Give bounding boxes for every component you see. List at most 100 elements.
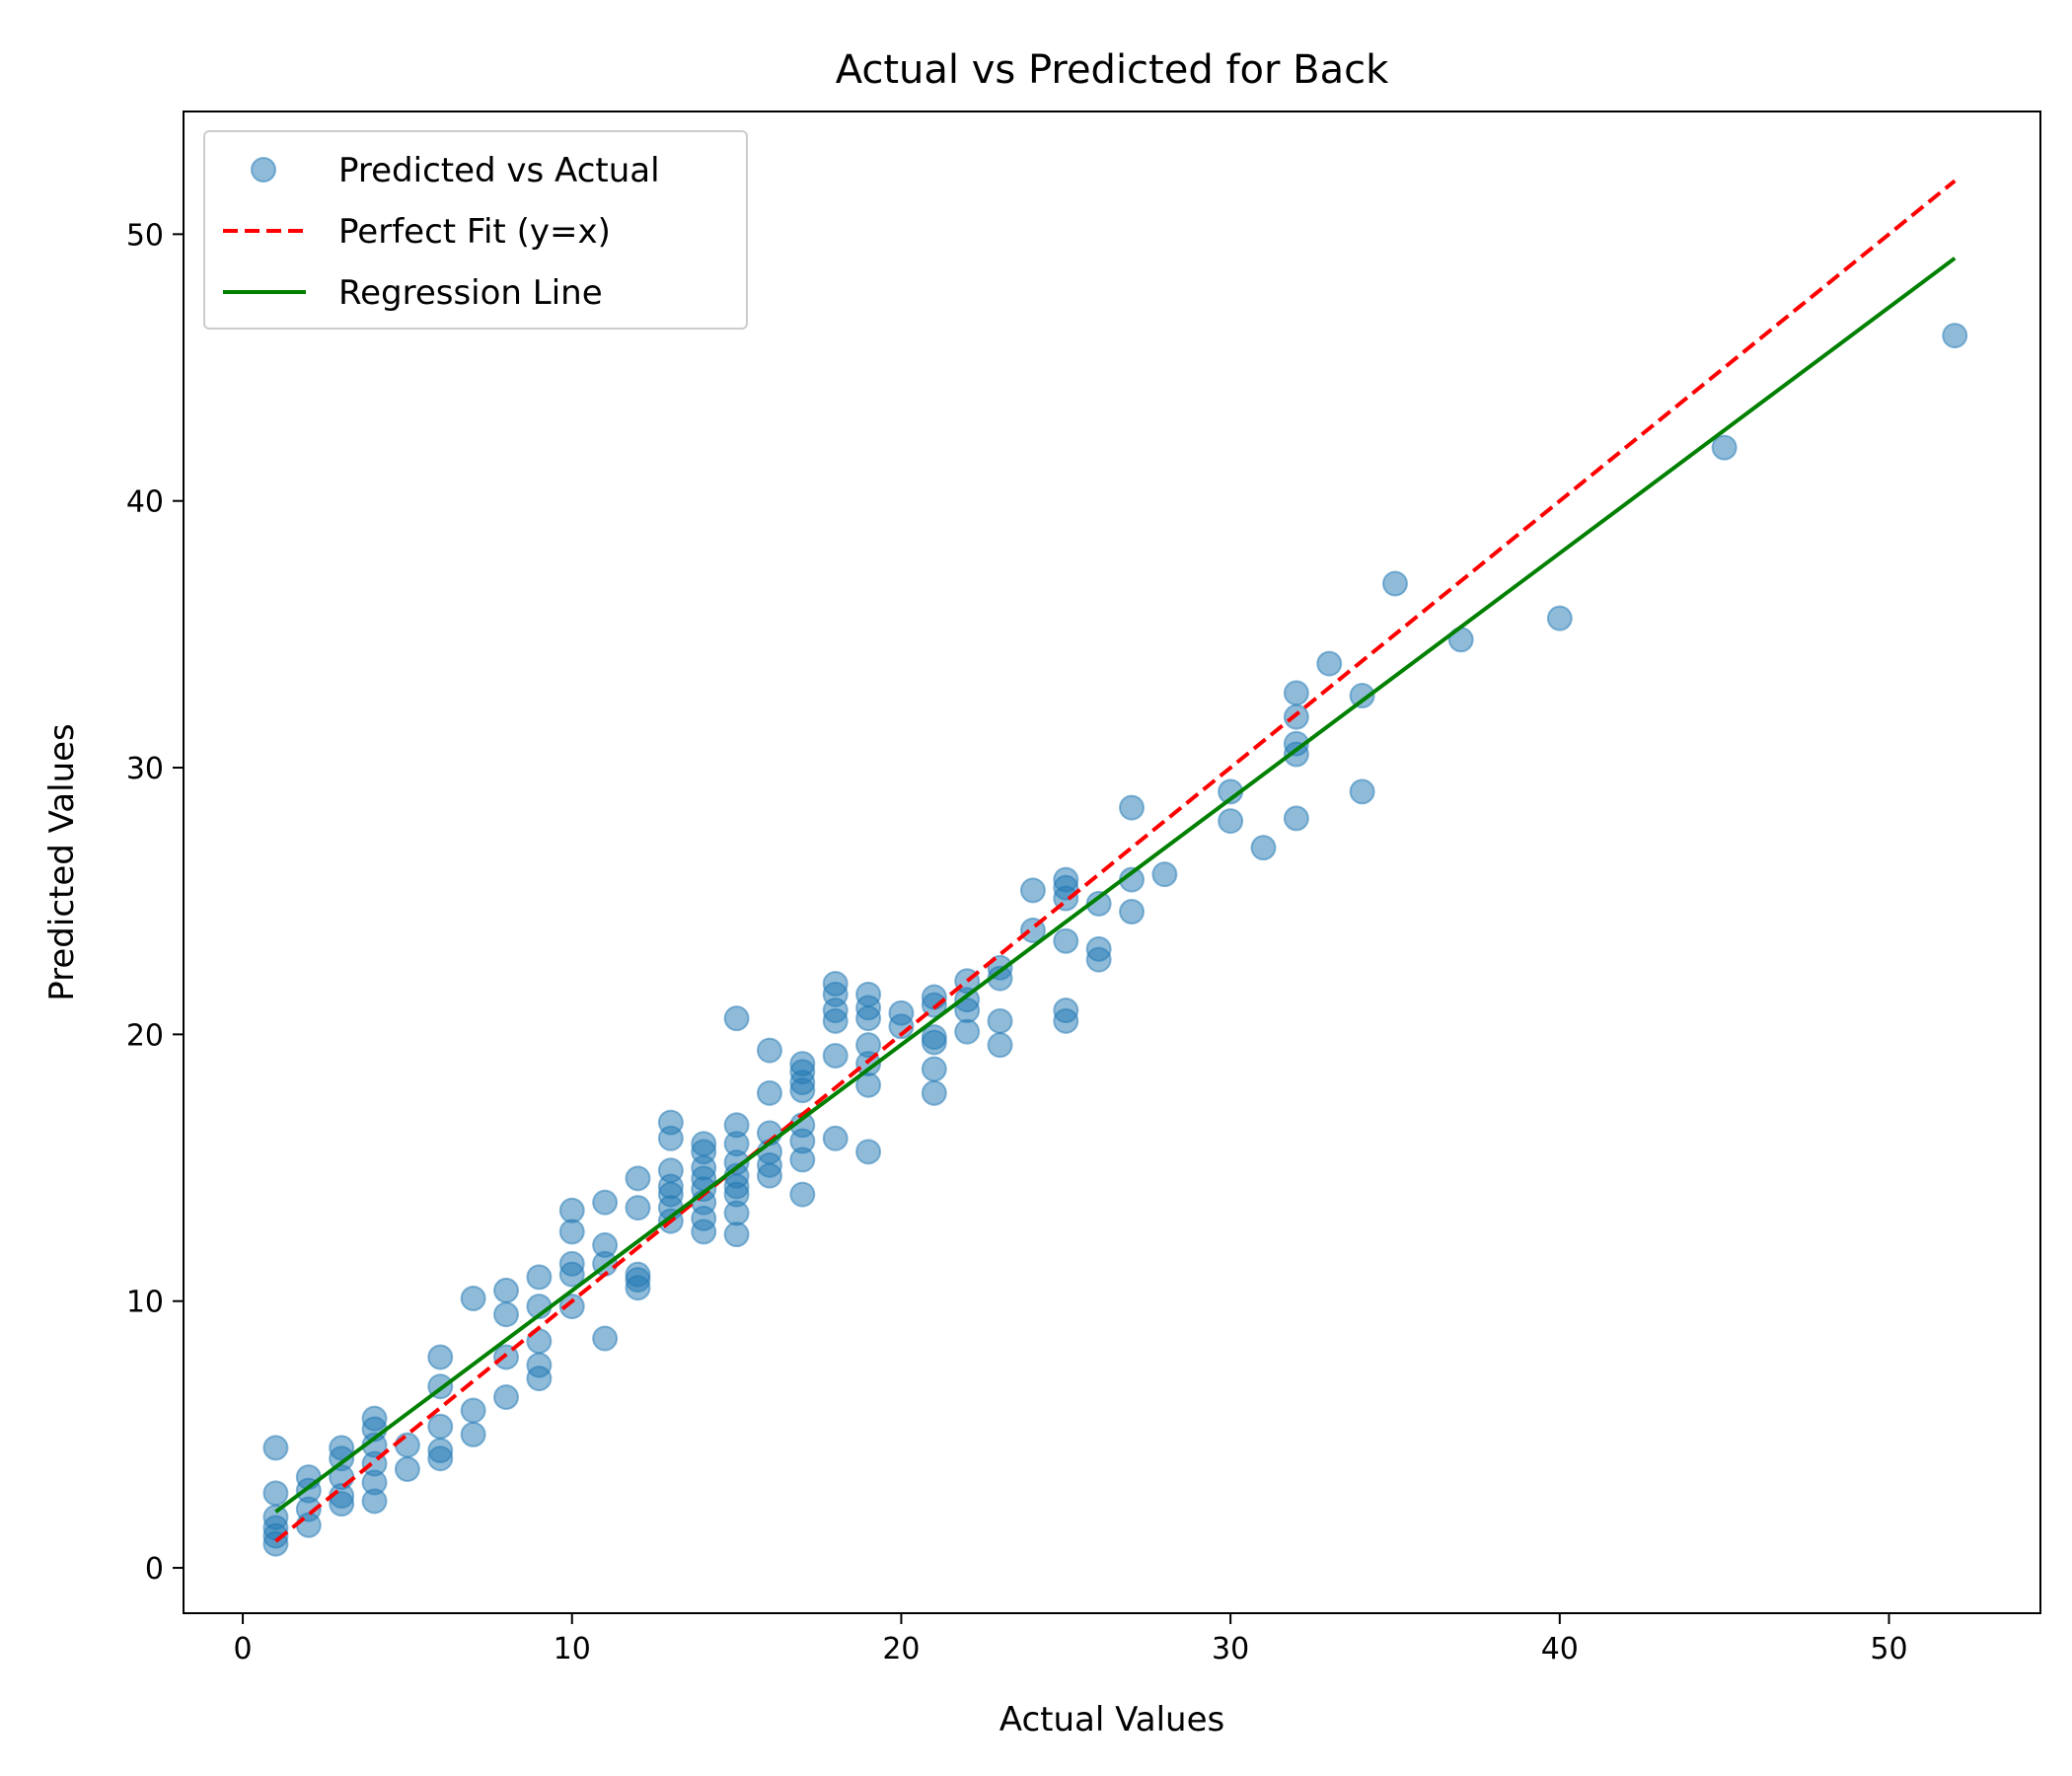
scatter-point	[789, 1181, 816, 1208]
y-tick-label: 50	[126, 218, 164, 253]
scatter-point	[756, 1079, 782, 1106]
perfect-fit-line	[274, 179, 1957, 1543]
y-axis-label: Predicted Values	[42, 723, 82, 1001]
scatter-point	[954, 1018, 981, 1045]
scatter-point	[262, 1480, 289, 1507]
scatter-point	[723, 1200, 750, 1226]
scatter-point	[460, 1286, 486, 1312]
scatter-point	[427, 1445, 454, 1472]
x-tick-label: 0	[234, 1632, 253, 1666]
scatter-point	[723, 1005, 750, 1032]
scatter-point	[1349, 683, 1375, 709]
scatter-point	[394, 1456, 420, 1483]
scatter-point	[1151, 861, 1178, 888]
legend-marker-scatter	[251, 157, 276, 183]
scatter-point	[1250, 835, 1277, 861]
regression-line	[274, 257, 1957, 1514]
scatter-point	[361, 1488, 388, 1515]
scatter-point	[1349, 778, 1375, 805]
legend-box	[203, 130, 748, 330]
scatter-point	[921, 992, 947, 1018]
chart-title: Actual vs Predicted for Back	[836, 47, 1389, 93]
scatter-point	[493, 1344, 520, 1370]
scatter-point	[1119, 794, 1146, 821]
scatter-point	[921, 1029, 947, 1056]
y-axis: 0 10 20 30 40 50	[126, 218, 184, 1587]
x-tick-label: 10	[554, 1632, 591, 1666]
scatter-point	[855, 1139, 882, 1165]
scatter-point	[789, 1077, 816, 1104]
scatter-point	[592, 1325, 619, 1352]
scatter-point	[888, 1013, 915, 1040]
scatter-point	[756, 1037, 782, 1064]
scatter-point	[592, 1189, 619, 1216]
scatter-point	[558, 1219, 585, 1245]
scatter-point	[691, 1219, 717, 1245]
scatter-point	[558, 1294, 585, 1320]
scatter-point	[526, 1366, 553, 1392]
scatter-point	[460, 1421, 486, 1447]
scatter-point	[1053, 1007, 1079, 1034]
scatter-point	[493, 1277, 520, 1303]
legend-label: Regression Line	[338, 273, 603, 313]
y-tick-label: 0	[145, 1552, 164, 1587]
scatter-point	[558, 1261, 585, 1288]
x-tick-label: 30	[1212, 1632, 1249, 1666]
scatter-point	[262, 1435, 289, 1461]
scatter-point	[987, 1032, 1013, 1059]
scatter-point	[1218, 808, 1244, 835]
scatter-point	[1053, 927, 1079, 954]
scatter-point	[1283, 805, 1309, 832]
scatter-point	[1085, 946, 1112, 973]
x-axis: 0 10 20 30 40 50	[234, 1613, 1908, 1666]
scatter-point	[558, 1197, 585, 1223]
x-tick-label: 50	[1870, 1632, 1907, 1666]
scatter-point	[723, 1221, 750, 1248]
scatter-point	[493, 1301, 520, 1328]
scatter-point	[1316, 650, 1343, 677]
scatter-point	[1283, 741, 1309, 768]
legend-label: Predicted vs Actual	[338, 151, 660, 190]
plot-area	[262, 179, 1968, 1557]
legend: Predicted vs Actual Perfect Fit (y=x) Regr…	[203, 130, 748, 330]
scatter-point	[1119, 899, 1146, 925]
scatter-point	[1546, 605, 1573, 631]
scatter-point	[756, 1162, 782, 1189]
scatter-point	[855, 1005, 882, 1032]
scatter-point	[1942, 323, 1968, 349]
x-axis-label: Actual Values	[999, 1700, 1224, 1739]
y-tick-label: 10	[126, 1286, 164, 1320]
x-tick-label: 40	[1541, 1632, 1579, 1666]
legend-label: Perfect Fit (y=x)	[338, 212, 611, 252]
y-tick-label: 30	[126, 752, 164, 786]
scatter-point	[625, 1195, 651, 1221]
scatter-point	[822, 1042, 849, 1069]
scatter-point	[1019, 877, 1046, 904]
scatter-point	[921, 1056, 947, 1082]
scatter-point	[625, 1165, 651, 1192]
scatter-point	[526, 1264, 553, 1291]
scatter-point	[493, 1384, 520, 1411]
scatter-point	[987, 1007, 1013, 1034]
y-tick-label: 40	[126, 485, 164, 520]
scatter-point	[460, 1397, 486, 1424]
scatter-point	[295, 1512, 322, 1538]
scatter-point	[855, 1072, 882, 1098]
scatter-point	[921, 1079, 947, 1106]
scatter-point	[822, 1007, 849, 1034]
scatter-point	[1283, 703, 1309, 730]
y-tick-label: 20	[126, 1018, 164, 1053]
scatter-point	[625, 1275, 651, 1301]
scatter-point	[329, 1491, 355, 1517]
scatter-point	[822, 1125, 849, 1151]
axes-frame	[183, 111, 2041, 1614]
scatter-point	[394, 1432, 420, 1458]
x-tick-label: 20	[882, 1632, 920, 1666]
scatter-point	[657, 1125, 684, 1151]
scatter-point	[1711, 434, 1738, 461]
scatter-point	[789, 1147, 816, 1173]
scatter-point	[427, 1344, 454, 1370]
scatter-point	[1381, 570, 1408, 597]
scatter-point	[427, 1413, 454, 1440]
